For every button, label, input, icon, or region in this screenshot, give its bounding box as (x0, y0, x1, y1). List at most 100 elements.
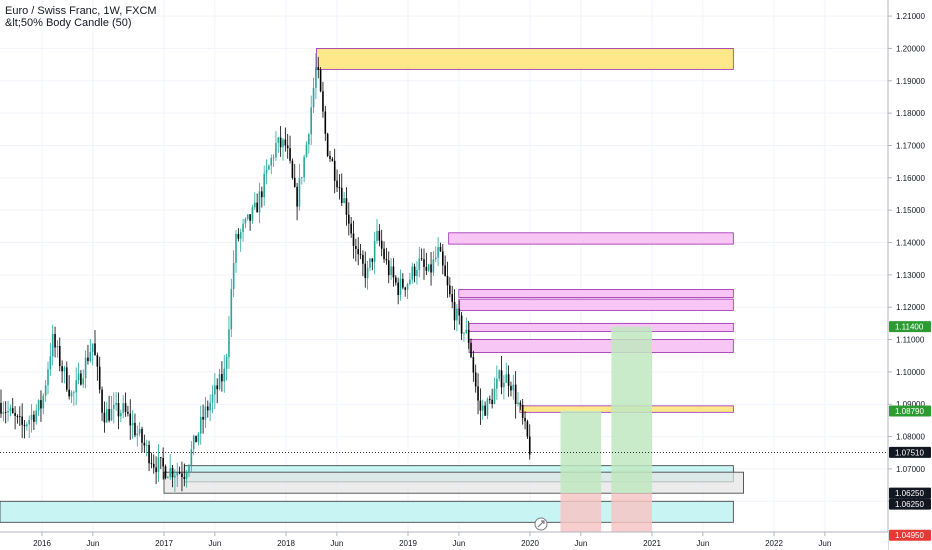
candle-body (449, 285, 451, 295)
candle-body (152, 463, 155, 468)
candle-body (40, 400, 42, 409)
candle-body (383, 248, 385, 260)
candle-body (237, 233, 240, 239)
chart-grid (0, 0, 888, 532)
candle-body (120, 413, 122, 417)
time-axis[interactable]: 2016 Jun 2017 Jun 2018 Jun 2019 Jun 2020 Jun 2021 J… (0, 531, 888, 550)
price-tag-background (889, 498, 931, 510)
candle-body (204, 406, 207, 420)
candle-body (268, 165, 270, 170)
candle-body (366, 267, 369, 279)
candle-body (503, 382, 505, 388)
candle-body (33, 414, 35, 422)
candle-body (465, 329, 468, 333)
candle-body (87, 357, 89, 362)
candle-body (458, 308, 461, 316)
candle-body (362, 254, 364, 264)
candle-body (289, 148, 291, 161)
candle-body (340, 187, 343, 203)
price-tick-label: 1.18000 (896, 109, 925, 118)
price-tag-background (889, 321, 931, 333)
candle-body (385, 259, 388, 261)
candle-body (446, 275, 449, 286)
candle-body (453, 301, 456, 321)
chart-positions[interactable] (560, 326, 653, 536)
price-tag: 1.04950 (889, 529, 931, 541)
supply-zone (316, 48, 734, 70)
pink-zone (468, 339, 734, 353)
candle-body (105, 409, 108, 423)
candle-body (423, 259, 425, 267)
candle-body (329, 155, 331, 159)
candle-body (505, 374, 508, 383)
price-tick-label: 1.16000 (896, 174, 925, 183)
price-tick-label: 1.15000 (896, 206, 925, 215)
candle-body (364, 263, 367, 279)
candle-body (129, 413, 132, 426)
candle-body (54, 334, 56, 348)
candle-body (192, 435, 195, 450)
candle-body (28, 419, 30, 425)
candle-body (61, 366, 63, 372)
candle-body (399, 278, 402, 295)
candle-body (493, 388, 496, 405)
price-tick-label: 1.11000 (896, 336, 925, 345)
candle-body (199, 416, 202, 434)
candle-body (420, 258, 423, 260)
candle-body (416, 270, 418, 277)
candle-body (16, 415, 19, 417)
candle-body (228, 329, 230, 358)
candle-body (167, 477, 169, 479)
candle-body (319, 69, 322, 92)
candle-body (315, 67, 317, 88)
price-tag: 1.06250 (889, 487, 931, 499)
candle-body (270, 157, 273, 166)
candle-body (176, 472, 179, 476)
candle-body (272, 157, 275, 159)
candle-body (517, 402, 519, 405)
candle-body (73, 392, 75, 394)
candle-body (526, 421, 529, 437)
candle-body (9, 408, 12, 411)
candle-body (310, 107, 312, 135)
candle-body (150, 463, 153, 465)
candle-body (284, 139, 287, 146)
candle-body (312, 87, 315, 108)
candle-body (2, 412, 5, 414)
candle-body (23, 424, 26, 427)
candle-body (373, 240, 376, 262)
price-tag-background (889, 487, 931, 499)
candle-body (216, 385, 218, 390)
candle-body (244, 218, 247, 224)
candle-body (296, 186, 298, 207)
candle-body (442, 251, 444, 266)
candle-body (225, 357, 228, 369)
candle-body (263, 173, 265, 198)
price-axis[interactable]: 1.060001.070001.080001.090001.100001.110… (887, 0, 932, 550)
price-tick-label: 1.13000 (896, 271, 925, 280)
candle-body (512, 384, 515, 391)
candle-body (256, 202, 258, 213)
candle-body (275, 142, 277, 158)
timeline-marker[interactable] (534, 517, 548, 531)
candle-body (413, 266, 416, 277)
indicator-label: &lt;50% Body Candle (50) (5, 17, 132, 29)
candle-body (202, 416, 204, 420)
time-tick-label: Jun (818, 539, 831, 548)
candle-body (293, 177, 296, 187)
price-tag-background (889, 405, 931, 417)
candle-body (75, 380, 77, 393)
candle-body (188, 465, 190, 473)
candle-body (211, 394, 214, 403)
candle-body (369, 258, 371, 268)
price-tag: 1.08790 (889, 405, 931, 417)
candle-body (282, 139, 284, 148)
candle-body (197, 433, 200, 443)
time-tick-label: Jun (86, 539, 99, 548)
candle-body (317, 67, 320, 70)
candle-body (7, 410, 9, 413)
price-tick-label: 1.09000 (896, 400, 925, 409)
candle-body (141, 428, 143, 443)
position-loss-area (611, 493, 652, 536)
